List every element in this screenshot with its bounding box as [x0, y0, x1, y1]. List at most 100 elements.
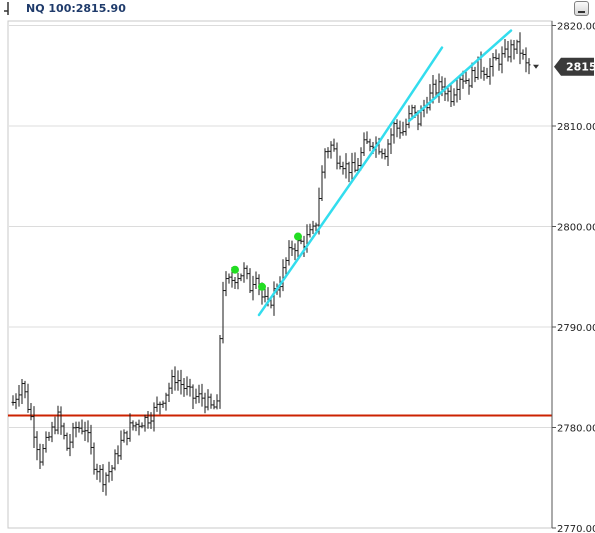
ohlc-bar: [251, 275, 255, 301]
ohlc-bar: [254, 271, 258, 290]
y-tick-label: 2800.00: [557, 223, 595, 234]
ohlc-bar: [38, 443, 42, 470]
ohlc-bar: [128, 413, 132, 442]
ohlc-bar: [65, 432, 69, 451]
ohlc-bar: [197, 384, 201, 404]
ohlc-bar: [47, 431, 51, 441]
ohlc-bar: [68, 433, 72, 457]
ohlc-bar: [515, 39, 519, 54]
ohlc-bar: [23, 380, 27, 399]
ohlc-bar: [509, 39, 513, 63]
ohlc-bar: [11, 395, 15, 406]
ohlc-bar: [92, 442, 96, 475]
ohlc-bar: [497, 53, 501, 71]
ohlc-bar: [32, 406, 36, 448]
ohlc-bar: [446, 86, 450, 102]
ohlc-bar: [155, 396, 159, 412]
ohlc-bar: [62, 422, 66, 440]
ohlc-bar: [350, 152, 354, 182]
ohlc-bar: [56, 405, 60, 435]
ohlc-bar: [107, 461, 111, 483]
ohlc-bar: [119, 430, 123, 460]
ohlc-bar: [491, 52, 495, 77]
ohlc-bar: [86, 420, 90, 443]
last-price-label: 2815.9: [566, 61, 595, 74]
last-price-tag: 2815.9: [533, 57, 595, 76]
ohlc-bar: [146, 411, 150, 429]
ohlc-bar: [59, 406, 63, 435]
ohlc-bar: [185, 376, 189, 396]
ohlc-bar: [506, 40, 510, 62]
ohlc-bar: [344, 153, 348, 179]
ohlc-bar: [209, 393, 213, 409]
ohlc-bar: [527, 58, 531, 75]
ohlc-bar: [212, 400, 216, 410]
ohlc-bar: [464, 70, 468, 84]
ohlc-bar: [320, 165, 324, 201]
ohlc-bar: [50, 421, 54, 443]
plot-area: [7, 20, 553, 529]
ohlc-bar: [449, 85, 453, 108]
ohlc-bar: [473, 66, 477, 83]
trend-line[interactable]: [257, 149, 375, 317]
ohlc-bar: [206, 389, 210, 411]
ohlc-bar: [158, 401, 162, 415]
ohlc-bar: [524, 47, 528, 73]
signal-marker: [294, 232, 302, 241]
ohlc-bar: [293, 243, 297, 261]
y-tick-label: 2790.00: [557, 323, 595, 334]
ohlc-bar: [455, 78, 459, 103]
ohlc-bar: [392, 118, 396, 144]
signal-markers: [231, 232, 302, 291]
ohlc-bar: [80, 419, 84, 435]
ohlc-bar: [500, 46, 504, 74]
price-axis: 2770.00 2780.00 2790.00 2800.00 2810.00 2820.…: [551, 21, 595, 533]
ohlc-bar: [248, 268, 252, 293]
ohlc-bar: [467, 78, 471, 95]
ohlc-bar: [272, 281, 276, 316]
ohlc-bar: [353, 152, 357, 173]
ohlc-bar: [53, 416, 57, 435]
ohlc-bar: [134, 421, 138, 432]
ohlc-bar: [74, 421, 78, 438]
ohlc-bar: [404, 118, 408, 136]
ohlc-bar: [311, 220, 315, 235]
ohlc-bar: [245, 265, 249, 280]
ohlc-bar: [26, 383, 30, 413]
ohlc-bar: [95, 463, 99, 480]
ohlc-bar: [41, 443, 45, 466]
ohlc-bar: [335, 142, 339, 170]
ohlc-bar: [143, 414, 147, 432]
ohlc-bar: [518, 32, 522, 65]
ohlc-bar: [83, 421, 87, 441]
ohlc-bar: [458, 75, 462, 101]
ohlc-bar: [170, 369, 174, 394]
ohlc-bar: [224, 271, 228, 297]
ohlc-bar: [233, 276, 237, 289]
ohlc-bar: [428, 84, 432, 111]
ohlc-bar: [203, 392, 207, 414]
ohlc-bar: [389, 128, 393, 155]
ohlc-bar: [323, 148, 327, 179]
minimize-button[interactable]: [574, 1, 589, 16]
symbol-price-label: NQ 100:2815.90: [26, 2, 126, 15]
trend-lines: [257, 29, 513, 317]
ohlc-bar: [116, 445, 120, 465]
ohlc-bar: [221, 281, 225, 344]
ohlc-bar: [89, 424, 93, 455]
ohlc-bar: [188, 378, 192, 397]
ohlc-bar: [113, 449, 117, 471]
ohlc-bar: [104, 472, 108, 496]
ohlc-bar: [17, 384, 21, 407]
ohlc-bar: [341, 161, 345, 175]
y-tick-label: 2810.00: [557, 122, 595, 133]
bar-tick-icon: [4, 2, 9, 15]
y-tick-label: 2780.00: [557, 424, 595, 435]
trend-line[interactable]: [371, 46, 444, 153]
ohlc-bar: [521, 49, 525, 60]
trend-line[interactable]: [407, 29, 513, 123]
ohlc-bar: [194, 388, 198, 404]
y-tick-label: 2820.00: [557, 22, 595, 33]
